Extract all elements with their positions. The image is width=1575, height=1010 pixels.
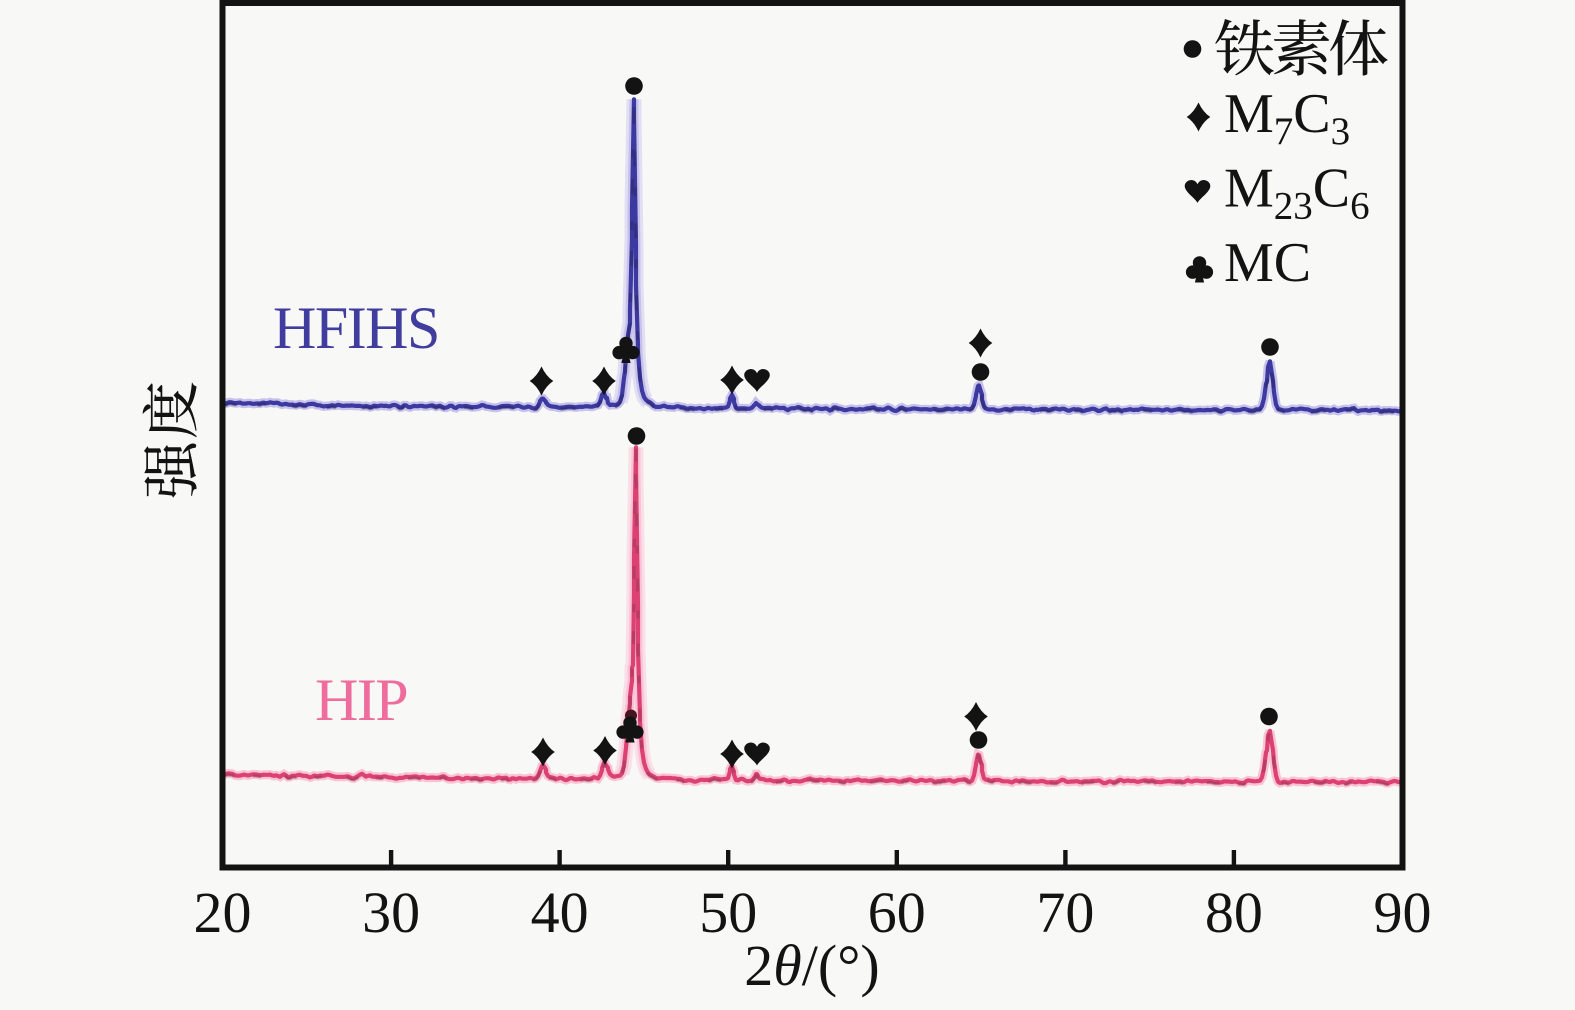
svg-text:2θ/(°): 2θ/(°) bbox=[744, 933, 879, 998]
svg-text:40: 40 bbox=[531, 880, 589, 945]
svg-text:HIP: HIP bbox=[315, 667, 407, 733]
svg-text:HFIHS: HFIHS bbox=[273, 295, 439, 361]
svg-text:M7C3: M7C3 bbox=[1224, 83, 1350, 153]
svg-text:60: 60 bbox=[868, 880, 926, 945]
svg-text:90: 90 bbox=[1374, 880, 1432, 945]
svg-text:70: 70 bbox=[1036, 880, 1094, 945]
svg-text:MC: MC bbox=[1224, 232, 1311, 294]
svg-text:20: 20 bbox=[194, 880, 252, 945]
svg-text:30: 30 bbox=[362, 880, 420, 945]
svg-text:50: 50 bbox=[699, 880, 757, 945]
svg-text:80: 80 bbox=[1205, 880, 1263, 945]
